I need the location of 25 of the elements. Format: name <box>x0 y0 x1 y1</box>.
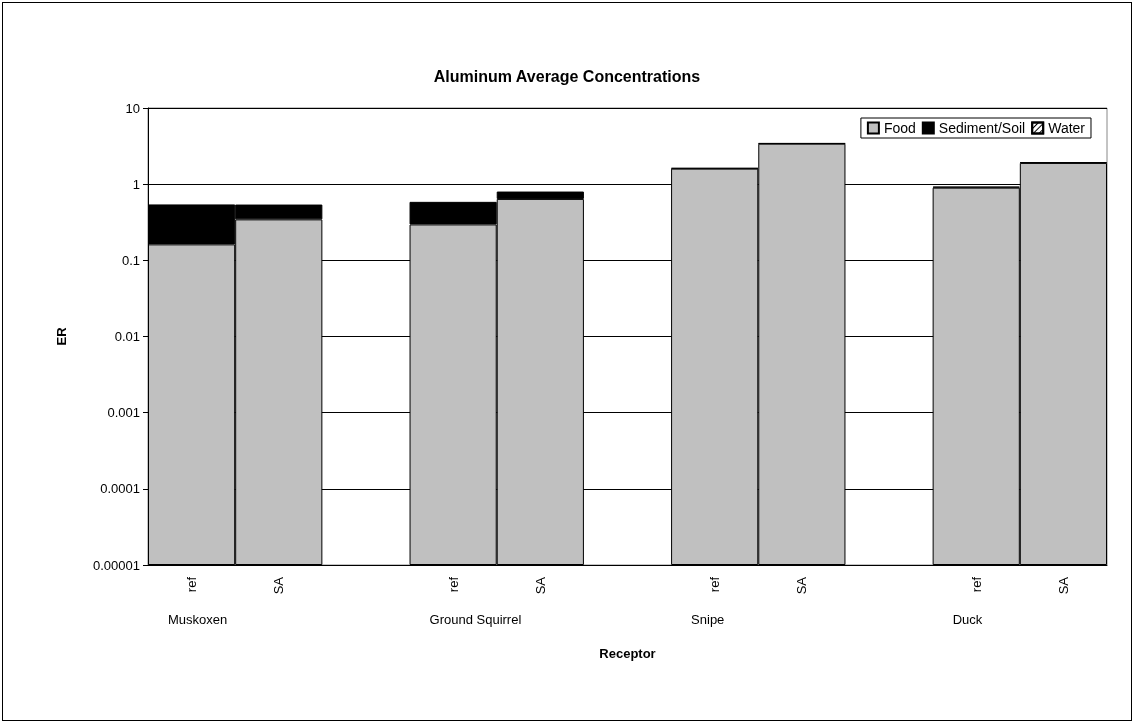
x-tick-label: ref <box>968 576 984 593</box>
text: Duck <box>952 612 983 627</box>
x-tick-label: SA <box>794 576 810 595</box>
text: Muskoxen <box>168 612 228 627</box>
y-tick-label: 0.01 <box>114 329 140 344</box>
y-tick-label: 0.001 <box>107 405 140 421</box>
chart-title: Aluminum Average Concentrations <box>433 67 701 85</box>
text: Snipe <box>691 612 725 627</box>
x-tick-label: ref <box>184 576 200 593</box>
x-tick-label: SA <box>271 576 287 595</box>
text: Ground Squirrel <box>429 612 522 627</box>
y-tick-label: 0.1 <box>121 252 140 268</box>
x-tick-label: ref <box>707 576 723 593</box>
y-tick-label: 10 <box>125 100 140 116</box>
y-tick-label: 0.0001 <box>100 481 140 497</box>
y-tick-label: 0.00001 <box>93 557 140 573</box>
y-tick-label: 1 <box>132 176 140 192</box>
x-axis-title: Receptor <box>599 646 656 661</box>
legend-label: Sediment/Soil <box>938 120 1026 136</box>
y-axis-title: ER <box>54 326 69 346</box>
x-tick-label: SA <box>532 576 548 595</box>
x-tick-label: ref <box>445 576 461 593</box>
legend-label: Food <box>883 120 916 136</box>
x-tick-label: SA <box>1055 576 1071 595</box>
legend-label: Water <box>1048 120 1086 136</box>
